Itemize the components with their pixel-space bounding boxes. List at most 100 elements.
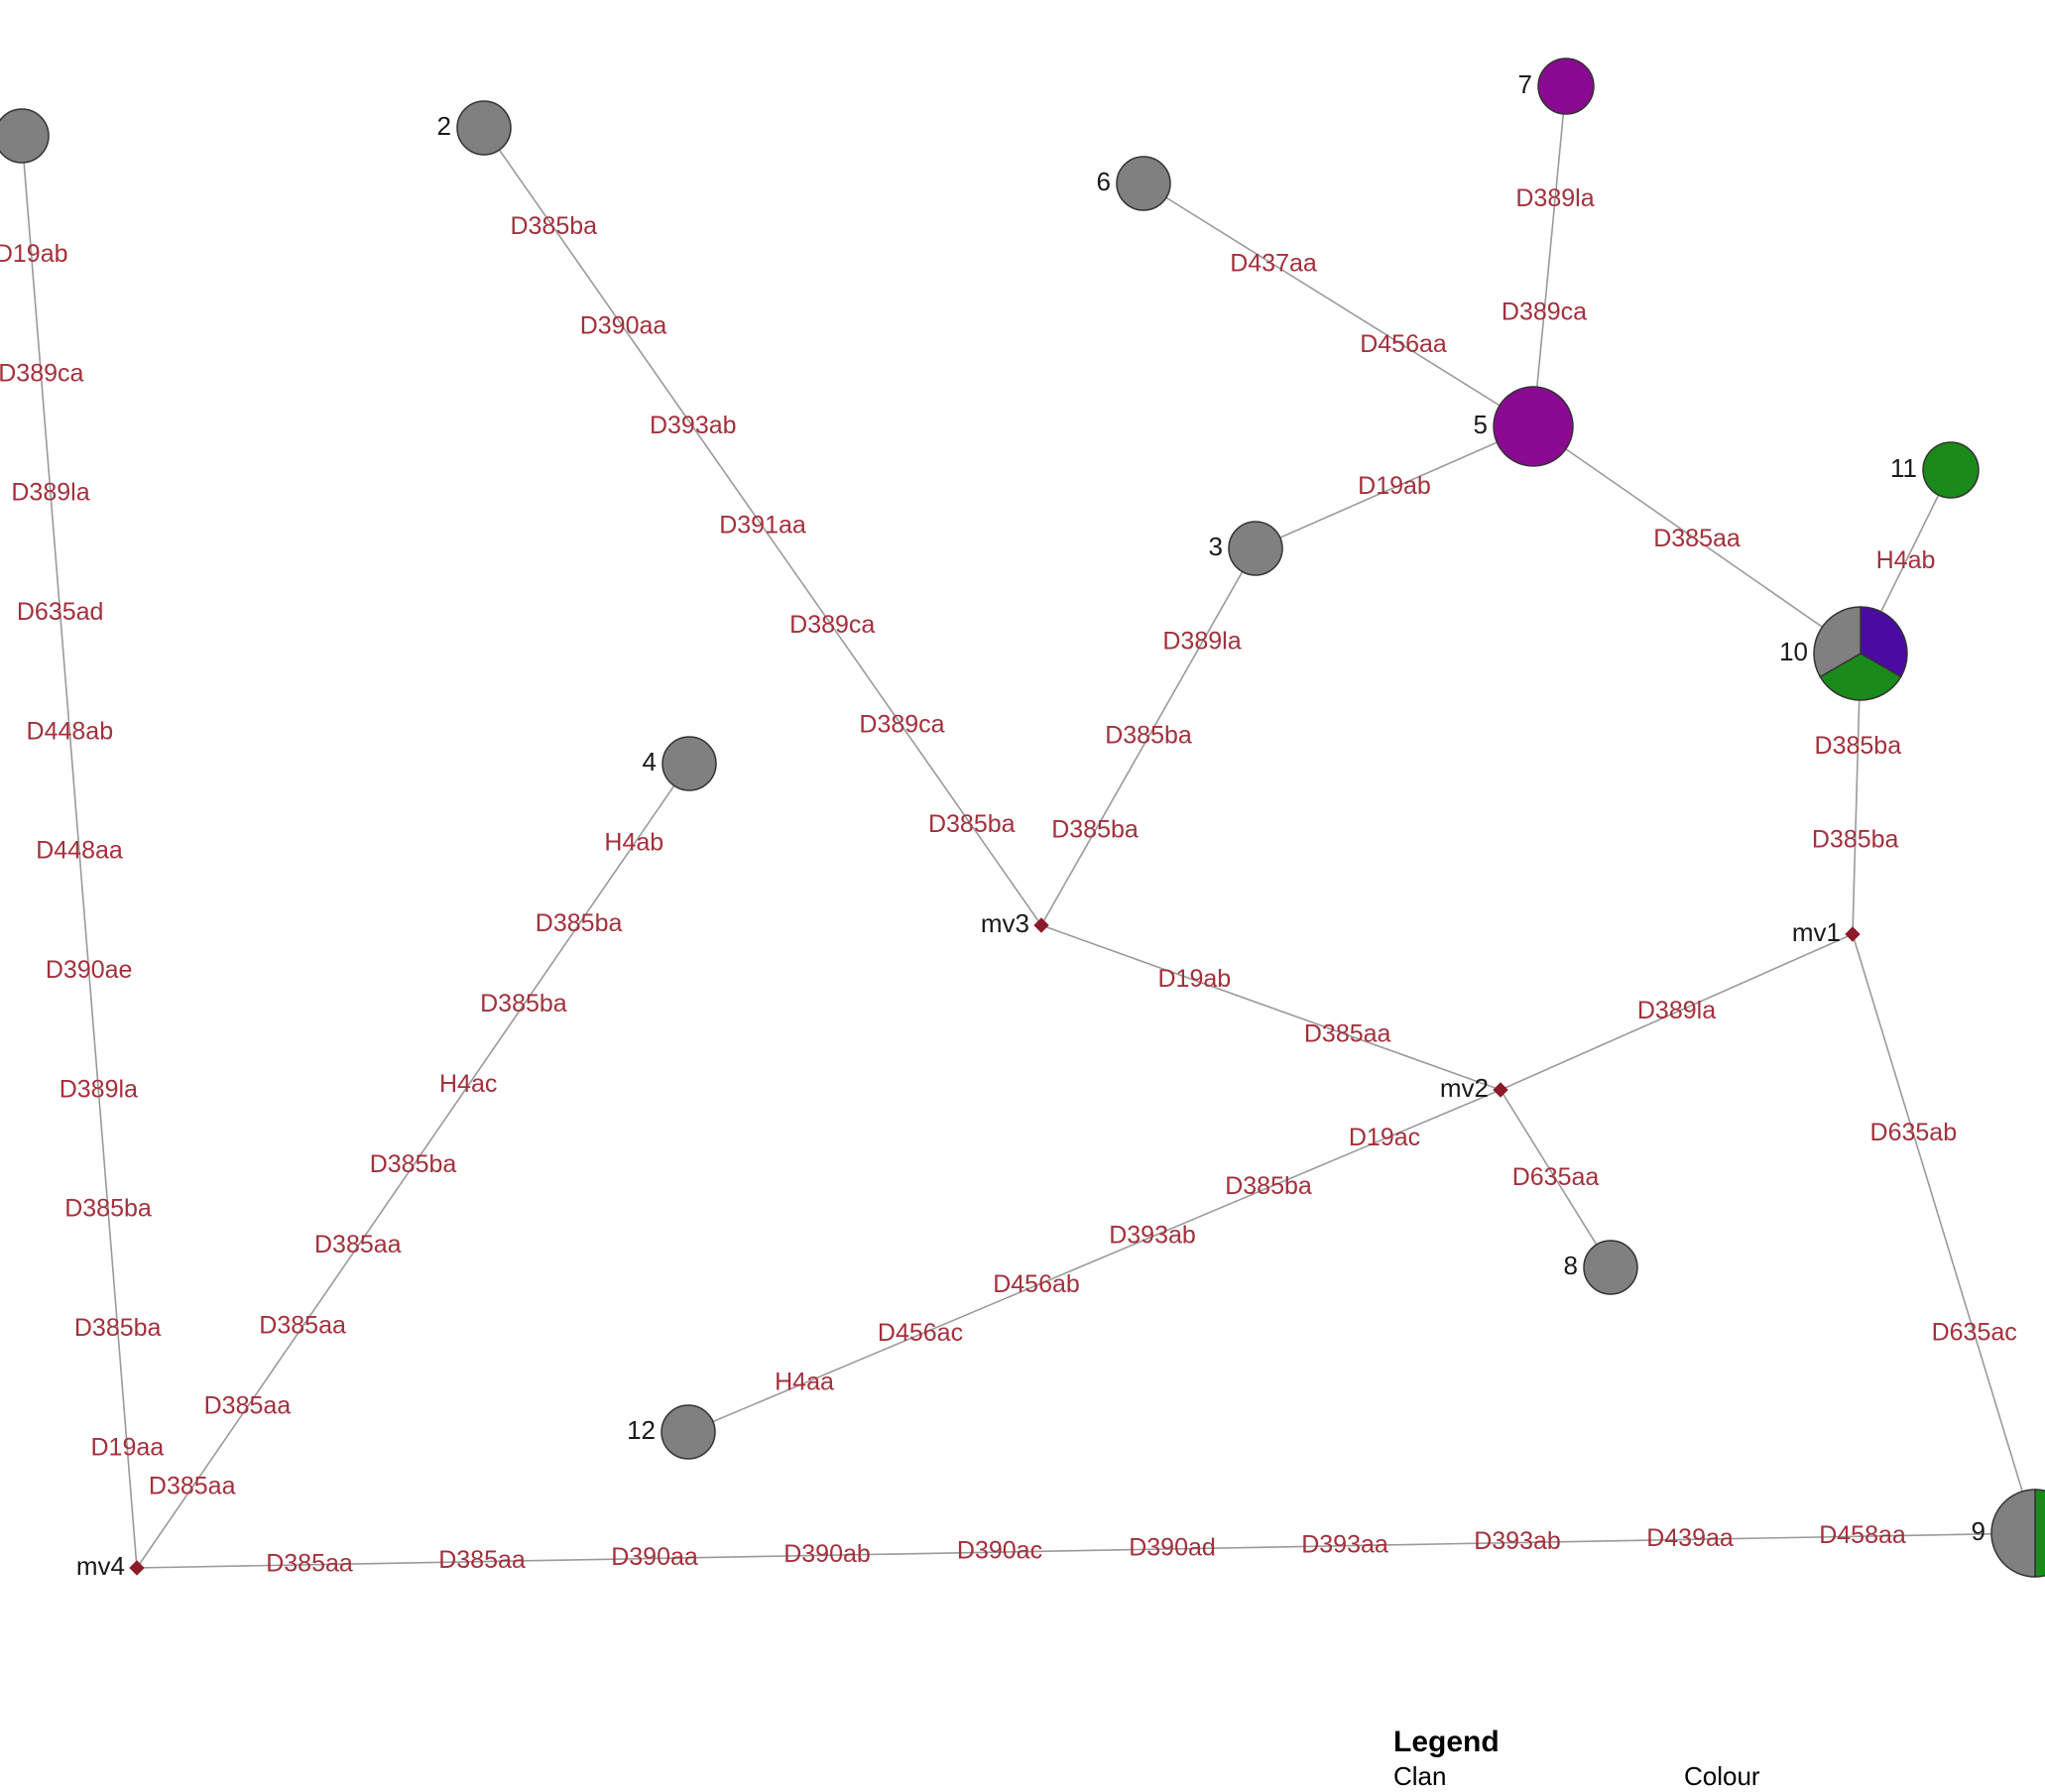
edge-1-mv4: [21, 135, 138, 1569]
mutation-label: D393ab: [650, 412, 737, 439]
legend-title: Legend: [1393, 1726, 1500, 1758]
mutation-label: D393ab: [1474, 1527, 1561, 1555]
mutation-label: D635ac: [1932, 1318, 2017, 1346]
legend-clan-header: Clan: [1393, 1761, 1447, 1791]
mutation-label: H4ab: [1876, 546, 1936, 574]
mutation-label: D635aa: [1512, 1163, 1600, 1191]
haplotype-node-2: [456, 100, 512, 156]
haplotype-node-12: [661, 1404, 716, 1460]
haplotype-label: 11: [1890, 453, 1917, 483]
mutation-label: D391aa: [719, 512, 806, 539]
haplotype-label: 7: [1518, 69, 1532, 99]
haplotype-node-11: [1922, 441, 1980, 499]
haplotype-node-7: [1537, 58, 1595, 115]
mutation-label: D385ba: [1051, 816, 1139, 844]
mutation-label: D385ba: [74, 1314, 162, 1342]
haplotype-node-5: [1493, 386, 1574, 467]
mutation-label: D385aa: [204, 1391, 292, 1419]
haplotype-label: 2: [437, 111, 451, 141]
pie-slice-indigo: [1860, 606, 1908, 678]
mutation-label: D19ab: [1358, 472, 1431, 500]
legend-colour-header: Colour: [1684, 1761, 1760, 1791]
mutation-label: D385ba: [510, 212, 597, 240]
haplotype-label: 3: [1209, 532, 1223, 561]
edge-mv2-mv1: [1500, 933, 1854, 1091]
haplotype-label: 5: [1474, 410, 1488, 439]
mutation-labels: D19ab D389ca D389la D635ad D448ab D448aa D390a…: [0, 184, 2017, 1577]
mutation-label: D456ab: [993, 1270, 1080, 1298]
haplotype-node-1: [0, 108, 50, 164]
median-vector-mv4: [129, 1560, 145, 1576]
mutation-label: D456aa: [1360, 330, 1447, 358]
mutation-label: D385aa: [149, 1473, 236, 1500]
mutation-label: D389ca: [1502, 298, 1587, 325]
mutation-label: D385ba: [1815, 732, 1902, 760]
pie-slice-green: [1819, 653, 1902, 701]
mutation-label: D393ab: [1109, 1221, 1196, 1249]
mutation-label: D19ac: [1349, 1124, 1420, 1151]
mutation-label: D389la: [1162, 628, 1241, 656]
edge-5-3: [1255, 425, 1534, 549]
mutation-label: D456ac: [878, 1319, 963, 1347]
mutation-label: D385aa: [266, 1549, 353, 1577]
edge-mv4-9: [136, 1532, 2036, 1569]
median-vector-label: mv1: [1792, 917, 1841, 947]
mutation-label: D385aa: [438, 1546, 526, 1574]
mutation-label: D448aa: [36, 837, 123, 865]
mutation-label: D385aa: [314, 1231, 402, 1258]
edge-5-10: [1532, 425, 1862, 655]
median-vector-label: mv2: [1440, 1073, 1489, 1103]
mutation-label: D448ab: [27, 717, 114, 745]
edge-6-5: [1143, 182, 1534, 427]
mutation-label: H4ab: [604, 829, 663, 857]
edge-mv1-9: [1852, 933, 2036, 1534]
mutation-label: D389ca: [789, 611, 875, 639]
haplotype-label: 6: [1097, 167, 1111, 196]
mutation-label: D390ab: [783, 1540, 871, 1568]
edge-7-5: [1532, 85, 1567, 427]
mutation-label: D389ca: [859, 711, 944, 739]
mutation-label: D385ba: [1105, 722, 1192, 750]
mutation-label: D385ba: [928, 810, 1016, 838]
mutation-label: D389ca: [0, 359, 84, 387]
mutation-label: D390ad: [1129, 1534, 1216, 1562]
haplotype-label: 4: [643, 747, 657, 777]
mutation-label: H4ac: [439, 1070, 497, 1098]
haplotype-label: 12: [627, 1415, 656, 1445]
pie-slice-grey: [1813, 606, 1862, 678]
haplotype-label: 9: [1972, 1516, 1985, 1546]
mutation-label: D393aa: [1301, 1530, 1388, 1558]
haplotype-node-3: [1228, 521, 1283, 576]
haplotype-label: 8: [1564, 1251, 1578, 1280]
mutation-label: D458aa: [1819, 1521, 1906, 1549]
edge-mv2-12: [687, 1089, 1502, 1433]
edge-2-mv3: [483, 127, 1042, 926]
pie-slice-green: [2034, 1489, 2045, 1578]
haplotype-node-10: [1813, 606, 1908, 701]
mutation-label: D385aa: [1653, 525, 1741, 552]
mutation-label: D385ba: [1225, 1172, 1312, 1200]
mutation-label: D635ad: [17, 598, 104, 626]
mutation-label: D385aa: [1304, 1019, 1391, 1047]
mutation-label: D439aa: [1646, 1524, 1734, 1552]
edge-3-mv3: [1040, 547, 1257, 926]
mutation-label: D389la: [11, 479, 89, 507]
mutation-label: D385ba: [370, 1150, 457, 1178]
mutation-label: D385ba: [1812, 825, 1899, 853]
pie-slice-grey: [1990, 1489, 2036, 1578]
mutation-label: D389la: [1515, 184, 1594, 212]
median-vector-label: mv4: [76, 1551, 125, 1581]
mutation-label: D635ab: [1870, 1119, 1958, 1146]
mutation-label: H4aa: [775, 1368, 834, 1395]
haplotype-node-8: [1583, 1240, 1638, 1295]
edge-mv2-8: [1500, 1089, 1612, 1268]
median-vector-label: mv3: [981, 908, 1029, 938]
haplotype-label: 10: [1779, 637, 1808, 666]
mutation-label: D437aa: [1230, 249, 1317, 277]
mutation-label: D390aa: [611, 1543, 698, 1571]
mutation-label: D389la: [60, 1075, 138, 1103]
edge-4-mv4: [136, 763, 690, 1569]
mutation-label: D19ab: [0, 240, 68, 268]
mutation-label: D385ba: [64, 1195, 152, 1223]
